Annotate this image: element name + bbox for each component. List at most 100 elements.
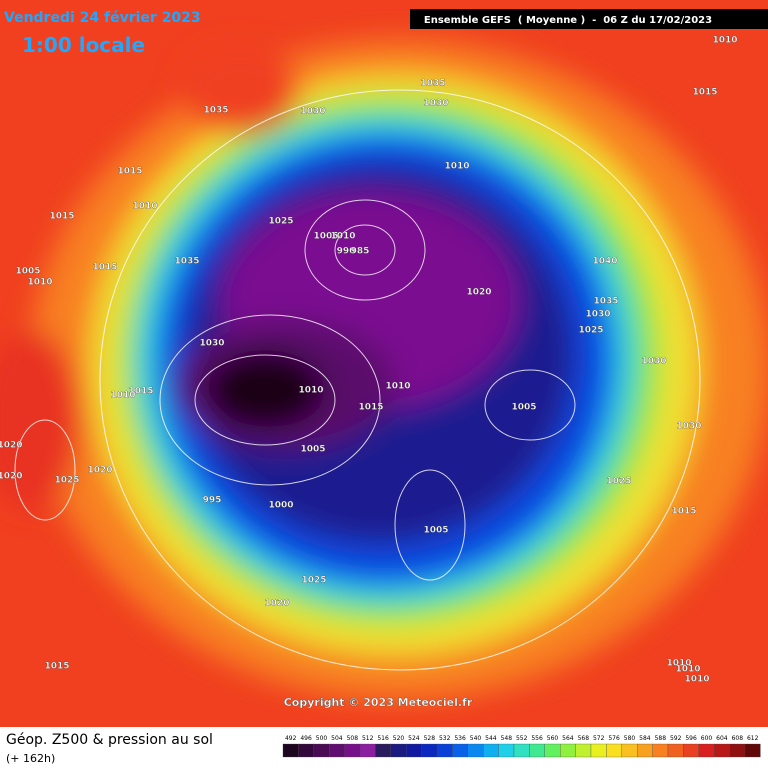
- colorbar-label: 600: [701, 735, 713, 742]
- isobar-label: 1035: [203, 106, 228, 116]
- colorbar-label: 608: [732, 735, 744, 742]
- isobar-label: 1035: [420, 79, 445, 89]
- colorbar-cell: [652, 743, 669, 758]
- colorbar-label: 564: [562, 735, 574, 742]
- field-title: Géop. Z500 & pression au sol: [6, 732, 213, 748]
- colorbar-cell: [329, 743, 345, 758]
- colorbar-label: 532: [439, 735, 451, 742]
- isobar-label: 1010: [110, 391, 135, 401]
- isobar-label: 1030: [641, 357, 666, 367]
- colorbar-label: 508: [347, 735, 359, 742]
- isobar-label: 1030: [300, 107, 325, 117]
- colorbar-cell: [513, 743, 530, 758]
- colorbar-label: 612: [747, 735, 759, 742]
- isobar-label: 1010: [27, 278, 52, 288]
- colorbar-label: 524: [408, 735, 420, 742]
- colorbar-cell: [729, 743, 746, 758]
- isobar-label: 985: [351, 247, 370, 257]
- isobar-label: 1025: [54, 476, 79, 486]
- isobar-label: 1025: [301, 576, 326, 586]
- isobar-label: 1000: [268, 501, 293, 511]
- colorbar-cell: [498, 743, 515, 758]
- isobar-label: 1035: [593, 297, 618, 307]
- colorbar-cell: [467, 743, 484, 758]
- isobar-label: 1010: [385, 382, 410, 392]
- colorbar-cell: [683, 743, 699, 758]
- colorbar-cell: [344, 743, 361, 758]
- isobar-label: 1010: [712, 36, 737, 46]
- colorbar-cell: [406, 743, 422, 758]
- colorbar-label: 584: [639, 735, 651, 742]
- colorbar-label: 548: [501, 735, 513, 742]
- colorbar-label: 588: [655, 735, 667, 742]
- date: Vendredi 24 février 2023: [4, 10, 201, 26]
- isobar-label: 1005: [511, 403, 536, 413]
- colorbar-label: 576: [608, 735, 620, 742]
- isobar-label: 1010: [666, 659, 691, 669]
- isobar-label: 1030: [199, 339, 224, 349]
- isobar-label: 1005: [423, 526, 448, 536]
- isobar-label: 1030: [423, 99, 448, 109]
- colorbar-cell: [714, 743, 730, 758]
- colorbar-cell: [529, 743, 545, 758]
- isobar-label: 1020: [264, 599, 289, 609]
- colorbar-cell: [544, 743, 561, 758]
- colorbar-cell: [667, 743, 684, 758]
- colorbar-cell: [744, 743, 761, 758]
- colorbar-label: 544: [485, 735, 497, 742]
- map: 1010 1015 1035 1030 1035 1030 1015 1010 1015 1010…: [0, 0, 768, 727]
- isobar-label: 1010: [330, 232, 355, 242]
- run-info: Ensemble GEFS ( Moyenne ) - 06 Z du 17/0…: [424, 15, 712, 26]
- colorbar-cell: [483, 743, 499, 758]
- isobar-label: 1025: [268, 217, 293, 227]
- isobar-label: 1020: [466, 288, 491, 298]
- colorbar-label: 496: [300, 735, 312, 742]
- colorbar-cell: [452, 743, 468, 758]
- colorbar-cell: [606, 743, 622, 758]
- isobar-label: 1010: [684, 675, 709, 685]
- colorbar-cell: [421, 743, 438, 758]
- isobar-label: 1020: [87, 466, 112, 476]
- isobar-label: 1015: [49, 212, 74, 222]
- colorbar-label: 596: [685, 735, 697, 742]
- isobar-label: 995: [203, 496, 222, 506]
- colorbar-cell: [282, 743, 299, 758]
- isobar-label: 1030: [585, 310, 610, 320]
- colorbar-label: 552: [516, 735, 528, 742]
- colorbar-cell: [590, 743, 607, 758]
- colorbar-label: 568: [578, 735, 590, 742]
- colorbar-cell: [375, 743, 391, 758]
- colorbar-label: 592: [670, 735, 682, 742]
- isobar-label: 1010: [132, 202, 157, 212]
- colorbar-label: 580: [624, 735, 636, 742]
- colorbar-label: 528: [424, 735, 436, 742]
- colorbar-label: 520: [393, 735, 405, 742]
- isobar-label: 1025: [606, 477, 631, 487]
- colorbar-cell: [560, 743, 576, 758]
- isobar-label: 1005: [300, 445, 325, 455]
- isobar-label: 1020: [0, 441, 23, 451]
- colorbar-cell: [637, 743, 653, 758]
- isobar-label: 1015: [117, 167, 142, 177]
- colorbar-cell: [575, 743, 592, 758]
- isobar-label: 1020: [0, 472, 23, 482]
- colorbar-label: 540: [470, 735, 482, 742]
- isobar-label: 1015: [358, 403, 383, 413]
- isobar-label: 1010: [298, 386, 323, 396]
- colorbar-label: 560: [547, 735, 559, 742]
- colorbar-label: 556: [531, 735, 543, 742]
- colorbar: 492 496 500 504 508 512 516 520 524 528 532 536 540 5…: [282, 735, 761, 758]
- colorbar-cell: [298, 743, 314, 758]
- isobar-label: 1005: [313, 232, 338, 242]
- local-time: 1:00 locale: [22, 33, 145, 57]
- copyright: Copyright © 2023 Meteociel.fr: [284, 696, 473, 709]
- isobar-label: 1035: [174, 257, 199, 267]
- colorbar-label: 604: [716, 735, 728, 742]
- lead-time: (+ 162h): [6, 752, 55, 765]
- isobar-label: 1025: [578, 326, 603, 336]
- colorbar-cell: [436, 743, 453, 758]
- colorbar-label: 512: [362, 735, 374, 742]
- colorbar-cell: [621, 743, 638, 758]
- isobar-label: 1015: [671, 507, 696, 517]
